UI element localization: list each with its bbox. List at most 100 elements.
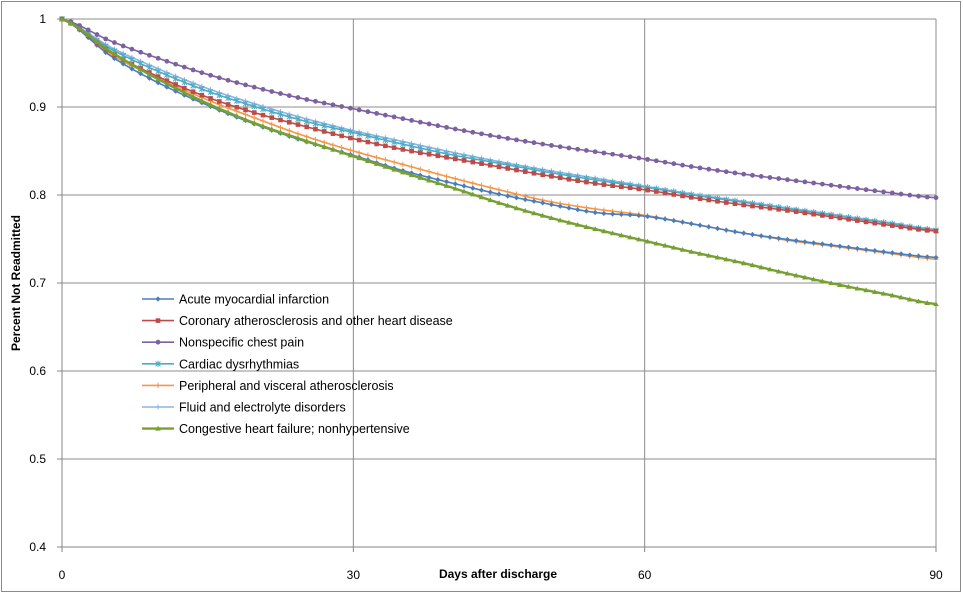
data-point — [653, 240, 660, 246]
data-point — [444, 124, 449, 130]
data-point — [610, 183, 615, 189]
data-point — [723, 256, 730, 262]
data-point — [758, 233, 764, 239]
data-point — [120, 61, 126, 67]
data-point — [155, 76, 161, 82]
data-point — [898, 251, 904, 257]
data-point — [618, 232, 625, 238]
legend-marker — [155, 360, 161, 367]
y-tick-label: 0.8 — [29, 188, 46, 202]
legend-item: Peripheral and visceral atherosclerosis — [142, 379, 394, 393]
data-point — [391, 159, 397, 165]
data-point — [828, 280, 834, 286]
data-point — [907, 192, 913, 198]
data-point — [758, 204, 764, 210]
data-point — [321, 129, 327, 134]
data-point — [469, 191, 476, 197]
data-point — [540, 141, 546, 147]
data-point — [225, 95, 231, 102]
data-point — [933, 254, 939, 261]
data-point — [365, 152, 371, 158]
data-point — [785, 177, 790, 183]
data-point — [854, 245, 860, 252]
data-point — [426, 121, 432, 127]
x-tick-label: 0 — [59, 568, 66, 582]
data-point — [531, 198, 537, 204]
data-point — [260, 106, 266, 113]
data-point — [321, 122, 328, 129]
data-point — [601, 182, 607, 187]
data-point — [732, 201, 738, 207]
data-point — [356, 130, 363, 137]
data-point — [172, 75, 179, 82]
data-point — [400, 161, 406, 168]
legend: Acute myocardial infarction Coronary athe… — [142, 293, 453, 436]
data-point — [898, 224, 904, 230]
data-point — [382, 163, 389, 169]
data-point — [916, 227, 921, 232]
data-point — [190, 67, 196, 73]
data-point — [181, 64, 187, 70]
data-point — [505, 193, 511, 199]
data-point — [828, 242, 834, 248]
data-point — [784, 270, 791, 276]
data-point — [671, 161, 677, 167]
data-point — [924, 300, 931, 305]
data-point — [242, 116, 249, 122]
data-point — [810, 276, 817, 282]
data-point — [522, 196, 528, 203]
data-point — [120, 43, 126, 49]
data-point — [286, 93, 292, 99]
data-point — [365, 139, 371, 145]
data-point — [601, 210, 607, 217]
data-point — [714, 225, 721, 232]
data-point — [592, 226, 598, 232]
data-point — [304, 124, 310, 130]
data-point — [426, 151, 432, 157]
data-point — [400, 147, 406, 152]
data-point — [549, 174, 554, 179]
data-point — [164, 81, 170, 86]
data-point — [898, 294, 904, 300]
legend-label: Nonspecific chest pain — [179, 336, 304, 350]
legend-marker — [155, 339, 161, 345]
data-point — [286, 128, 292, 134]
data-point — [225, 102, 231, 107]
data-point — [837, 183, 843, 189]
data-point — [303, 118, 310, 125]
data-point — [347, 147, 354, 153]
data-point — [208, 96, 213, 101]
data-point — [207, 89, 214, 96]
data-point — [854, 285, 861, 291]
data-point — [592, 149, 598, 155]
data-point — [269, 89, 275, 94]
data-point — [496, 187, 502, 193]
data-point — [496, 200, 502, 205]
data-point — [76, 25, 83, 31]
data-point — [347, 128, 354, 135]
data-point — [487, 189, 493, 195]
data-point — [776, 207, 781, 212]
data-point — [190, 89, 196, 95]
data-point — [251, 103, 258, 110]
data-point — [714, 254, 721, 260]
data-point — [846, 185, 851, 190]
data-point — [217, 99, 222, 104]
data-point — [190, 93, 196, 99]
data-point — [619, 184, 624, 190]
data-point — [225, 77, 231, 83]
data-point — [854, 186, 860, 191]
data-point — [216, 105, 223, 111]
data-point — [129, 66, 135, 72]
legend-marker — [155, 318, 161, 323]
data-point — [645, 156, 650, 162]
data-point — [470, 180, 476, 186]
data-point — [155, 80, 161, 86]
data-point — [146, 64, 153, 71]
data-point — [173, 82, 178, 87]
data-point — [767, 266, 773, 272]
data-point — [881, 189, 886, 195]
gridlines — [62, 18, 937, 547]
data-point — [793, 178, 799, 184]
